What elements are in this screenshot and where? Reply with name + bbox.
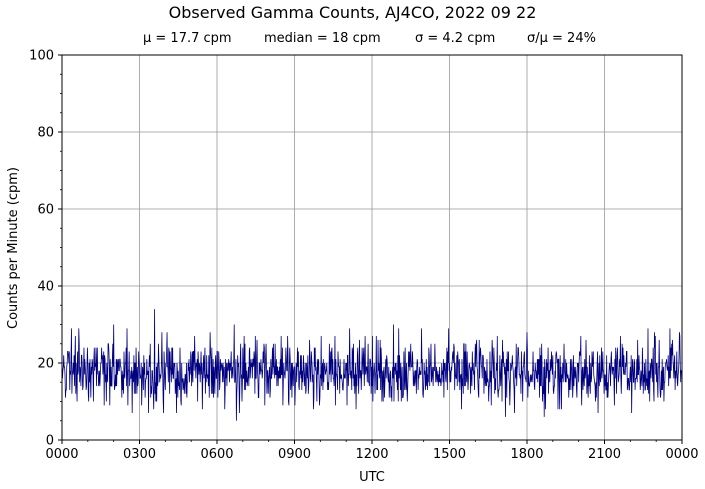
y-tick-label: 40	[37, 280, 54, 295]
stat-mean: μ = 17.7 cpm	[143, 31, 232, 46]
x-tick-label: 0600	[200, 447, 233, 462]
series-line	[61, 309, 682, 421]
x-tick-label: 0900	[278, 447, 311, 462]
x-tick-label: 0300	[123, 447, 156, 462]
x-tick-label: 0000	[45, 447, 78, 462]
y-tick-label: 80	[37, 126, 54, 141]
chart-title: Observed Gamma Counts, AJ4CO, 2022 09 22	[168, 3, 537, 22]
stat-median: median = 18 cpm	[264, 31, 381, 46]
x-axis-label: UTC	[359, 470, 385, 485]
y-tick-label: 60	[37, 203, 54, 218]
y-axis-label: Counts per Minute (cpm)	[6, 167, 21, 329]
y-tick-label: 20	[37, 357, 54, 372]
x-axis: 0000 0300 0600 0900 1200 1500 1800 2100 0000	[45, 440, 699, 462]
x-tick-label: 0000	[665, 447, 698, 462]
x-tick-label: 1500	[433, 447, 466, 462]
y-tick-label: 0	[46, 434, 54, 449]
y-axis: 0 20 40 60 80 100	[29, 49, 62, 449]
y-tick-label: 100	[29, 49, 54, 64]
stat-sigma: σ = 4.2 cpm	[415, 31, 496, 46]
x-tick-label: 2100	[588, 447, 621, 462]
x-tick-label: 1800	[510, 447, 543, 462]
x-tick-label: 1200	[355, 447, 388, 462]
stat-cv: σ/μ = 24%	[527, 31, 596, 46]
